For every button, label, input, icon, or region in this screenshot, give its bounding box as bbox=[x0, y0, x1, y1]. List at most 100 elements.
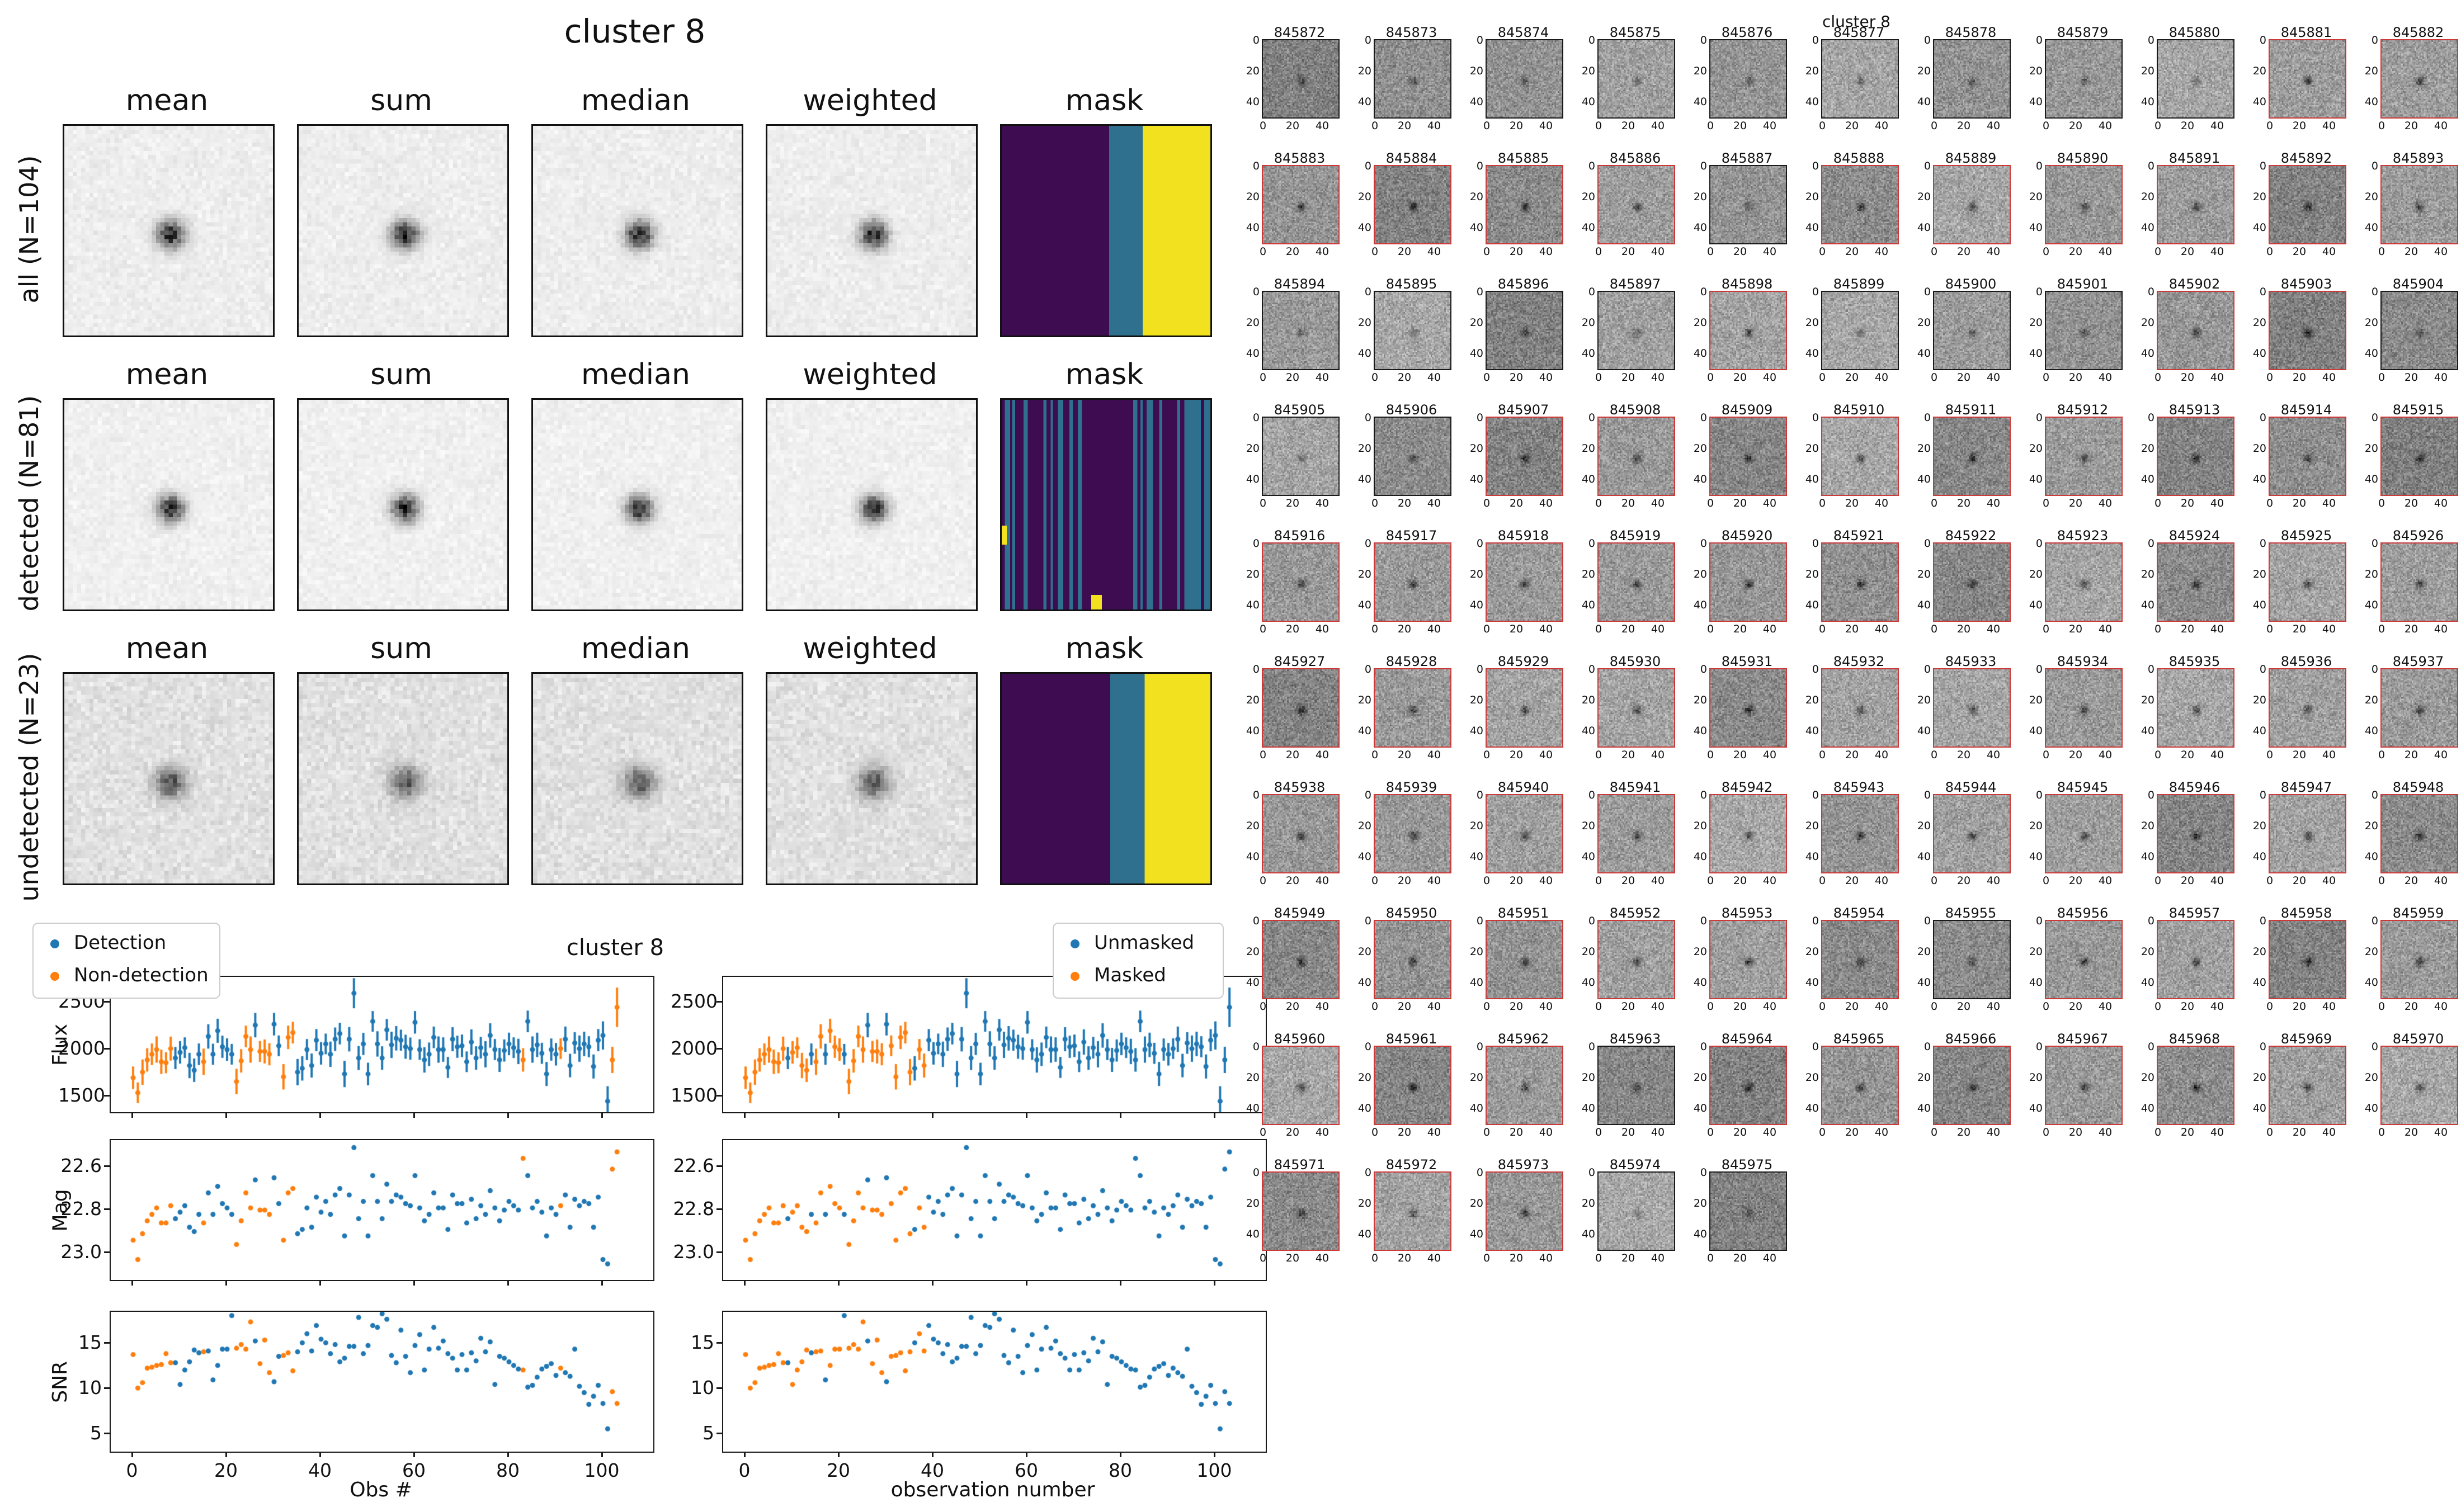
stamp-xtick-label: 20 bbox=[1956, 371, 1971, 384]
stamp-ytick-label: 0 bbox=[1252, 1041, 1260, 1053]
coadd-stamp bbox=[531, 672, 743, 885]
stamp-xtick-label: 20 bbox=[1285, 120, 1300, 132]
stamp-ytick-label: 40 bbox=[1693, 1102, 1707, 1114]
stamp-cell: 845897 0 0 20 20 40 40 bbox=[1582, 276, 1709, 388]
stamp-xtick-label: 0 bbox=[1483, 497, 1491, 509]
stamp-xtick-label: 40 bbox=[1762, 875, 1777, 887]
stamp-ytick-label: 0 bbox=[2259, 1041, 2266, 1053]
stamp-ytick-label: 20 bbox=[2364, 65, 2378, 77]
stamp-ytick-label: 20 bbox=[1581, 694, 1595, 706]
stamp-cell: 845899 0 0 20 20 40 40 bbox=[1805, 276, 1933, 388]
stamp-image bbox=[1375, 1047, 1450, 1124]
stamp-ytick-label: 0 bbox=[1364, 160, 1371, 172]
stamp-id: 845876 bbox=[1721, 25, 1773, 40]
stamp-image-box bbox=[1262, 39, 1340, 119]
stamp-id: 845971 bbox=[1274, 1157, 1326, 1173]
stamp-ytick-label: 0 bbox=[1923, 286, 1931, 298]
stamp-cell: 845969 0 0 20 20 40 40 bbox=[2253, 1031, 2380, 1143]
stamp-xtick-label: 0 bbox=[1818, 371, 1826, 384]
stamp-xtick-label: 0 bbox=[1706, 497, 1714, 509]
stamp-xtick-label: 40 bbox=[1427, 371, 1441, 384]
stamp-image bbox=[2382, 795, 2457, 872]
stamp-ytick-label: 0 bbox=[2035, 915, 2043, 927]
stamp-image-box bbox=[2045, 165, 2123, 244]
stamp-image-box bbox=[1486, 417, 1563, 496]
stamp-cell: 845914 0 0 20 20 40 40 bbox=[2253, 402, 2380, 514]
y-tick-label: 15 bbox=[78, 1331, 102, 1353]
stamp-cell: 845904 0 0 20 20 40 40 bbox=[2365, 276, 2461, 388]
stamp-ytick-label: 0 bbox=[1588, 34, 1595, 46]
stamp-image bbox=[2046, 544, 2121, 621]
stamp-ytick-label: 0 bbox=[1252, 789, 1260, 801]
y-tick-label: 15 bbox=[691, 1331, 714, 1353]
stamp-cell: 845966 0 0 20 20 40 40 bbox=[1917, 1031, 2045, 1143]
stamp-ytick-label: 40 bbox=[1246, 599, 1260, 611]
stamp-ytick-label: 20 bbox=[1469, 1197, 1483, 1209]
coadd-column-header: median bbox=[581, 632, 690, 665]
stamp-id: 845880 bbox=[2168, 25, 2220, 40]
stamp-xtick-label: 20 bbox=[1845, 623, 1859, 635]
stamp-ytick-label: 40 bbox=[2141, 221, 2154, 234]
stamp-ytick-label: 40 bbox=[1581, 850, 1595, 863]
stamp-xtick-label: 20 bbox=[1845, 120, 1859, 132]
stamp-cell: 845880 0 0 20 20 40 40 bbox=[2141, 25, 2269, 136]
stamp-image-box bbox=[2269, 794, 2346, 873]
stamp-xtick-label: 0 bbox=[2154, 1000, 2162, 1013]
stamp-ytick-label: 0 bbox=[1700, 1041, 1707, 1053]
coadd-title: cluster 8 bbox=[564, 12, 706, 50]
stamp-ytick-label: 40 bbox=[2141, 473, 2154, 485]
stamp-xtick-label: 0 bbox=[1259, 1252, 1267, 1264]
stamp-image-box bbox=[2269, 417, 2346, 496]
stamp-id: 845890 bbox=[2057, 150, 2109, 166]
stamp-image bbox=[2158, 669, 2233, 746]
stamp-id: 845958 bbox=[2280, 905, 2332, 921]
stamp-image-box bbox=[2380, 291, 2458, 370]
stamp-xtick-label: 40 bbox=[2322, 120, 2336, 132]
y-tick bbox=[104, 1095, 110, 1097]
stamp-cell: 845953 0 0 20 20 40 40 bbox=[1694, 905, 1821, 1017]
coadd-stamp-image bbox=[299, 126, 507, 336]
stamp-ytick-label: 40 bbox=[1693, 976, 1707, 989]
y-tick bbox=[104, 1208, 110, 1210]
stamp-ytick-label: 20 bbox=[1246, 191, 1260, 203]
stamp-image-box bbox=[1597, 39, 1675, 119]
stamp-xtick-label: 0 bbox=[2266, 1126, 2274, 1138]
stamp-ytick-label: 0 bbox=[1476, 663, 1483, 675]
stamp-cell: 845947 0 0 20 20 40 40 bbox=[2253, 779, 2380, 891]
x-tick-label: 20 bbox=[214, 1459, 238, 1481]
coadd-column-header: mask bbox=[1065, 84, 1144, 117]
stamp-xtick-label: 20 bbox=[1621, 749, 1635, 761]
stamp-id: 845924 bbox=[2168, 528, 2220, 544]
coadd-column-header: mean bbox=[125, 84, 209, 117]
stamp-id: 845879 bbox=[2057, 25, 2109, 40]
stamp-image bbox=[1822, 795, 1898, 872]
stamp-image-box bbox=[1374, 794, 1451, 873]
stamp-cell: 845910 0 0 20 20 40 40 bbox=[1805, 402, 1933, 514]
stamp-xtick-label: 20 bbox=[1397, 1252, 1412, 1264]
stamp-cell: 845941 0 0 20 20 40 40 bbox=[1582, 779, 1709, 891]
stamp-id: 845900 bbox=[1945, 276, 1997, 292]
coadd-column-header: weighted bbox=[803, 632, 937, 665]
stamp-image bbox=[1710, 921, 1786, 998]
stamp-image bbox=[2046, 795, 2121, 872]
stamp-xtick-label: 20 bbox=[1397, 371, 1412, 384]
stamp-xtick-label: 0 bbox=[1371, 497, 1379, 509]
stamp-xtick-label: 0 bbox=[1818, 1126, 1826, 1138]
stamp-ytick-label: 20 bbox=[1805, 946, 1819, 958]
stamp-image bbox=[1263, 795, 1338, 872]
stamp-xtick-label: 0 bbox=[1595, 1000, 1602, 1013]
stamp-cell: 845965 0 0 20 20 40 40 bbox=[1805, 1031, 1933, 1143]
stamp-ytick-label: 40 bbox=[1693, 473, 1707, 485]
stamp-xtick-label: 20 bbox=[1733, 623, 1747, 635]
stamp-id: 845897 bbox=[1609, 276, 1661, 292]
y-tick bbox=[104, 1165, 110, 1167]
stamp-id: 845920 bbox=[1721, 528, 1773, 544]
stamp-xtick-label: 20 bbox=[1733, 497, 1747, 509]
stamp-xtick-label: 40 bbox=[1874, 875, 1889, 887]
stamp-image bbox=[2158, 795, 2233, 872]
stamp-ytick-label: 0 bbox=[2259, 915, 2266, 927]
stamp-ytick-label: 40 bbox=[1469, 347, 1483, 360]
stamp-xtick-label: 20 bbox=[2180, 749, 2195, 761]
stamp-ytick-label: 40 bbox=[1917, 473, 1931, 485]
coadd-stamp bbox=[63, 124, 275, 337]
